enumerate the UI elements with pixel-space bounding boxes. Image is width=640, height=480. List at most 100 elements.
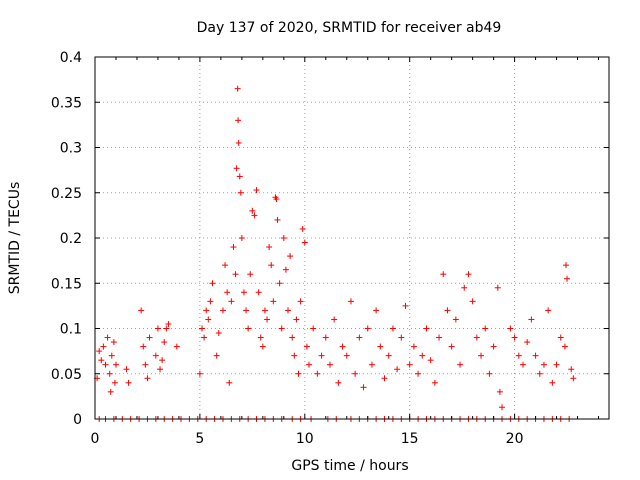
data-point <box>339 343 346 350</box>
data-point <box>276 280 283 287</box>
data-point <box>232 271 239 278</box>
data-point <box>236 173 243 180</box>
data-point <box>165 320 172 327</box>
data-point <box>123 366 130 373</box>
chart-title: Day 137 of 2020, SRMTID for receiver ab4… <box>197 20 502 36</box>
x-tick-label: 5 <box>195 431 204 447</box>
data-point <box>373 307 380 314</box>
data-point <box>482 325 489 332</box>
data-point <box>247 271 254 278</box>
data-point <box>111 379 118 386</box>
y-axis-label: SRMTID / TECUs <box>7 182 23 295</box>
data-point <box>410 343 417 350</box>
data-point <box>490 343 497 350</box>
x-tick-label: 20 <box>506 431 524 447</box>
x-tick-label: 10 <box>296 431 314 447</box>
data-point <box>347 298 354 305</box>
data-point <box>457 361 464 368</box>
data-point <box>274 216 281 223</box>
data-point <box>553 361 560 368</box>
data-point <box>163 325 170 332</box>
x-tick-label: 15 <box>401 431 419 447</box>
data-point <box>431 379 438 386</box>
data-point <box>245 325 252 332</box>
data-point <box>278 325 285 332</box>
data-point <box>461 284 468 291</box>
data-point <box>270 298 277 305</box>
data-point <box>301 239 308 246</box>
data-point <box>112 361 119 368</box>
data-point <box>331 316 338 323</box>
data-point <box>289 334 296 341</box>
data-point <box>287 253 294 260</box>
data-point <box>305 361 312 368</box>
data-point <box>473 334 480 341</box>
data-point <box>261 307 268 314</box>
data-point <box>368 361 375 368</box>
data-point <box>257 334 264 341</box>
data-point <box>282 266 289 273</box>
data-point <box>415 370 422 377</box>
data-point <box>448 343 455 350</box>
data-point <box>519 361 526 368</box>
data-point <box>398 334 405 341</box>
data-point <box>273 196 280 203</box>
data-point <box>515 352 522 359</box>
data-point <box>549 379 556 386</box>
data-point <box>295 370 302 377</box>
data-point <box>110 339 117 346</box>
data-point <box>381 375 388 382</box>
data-point <box>213 352 220 359</box>
data-point <box>377 343 384 350</box>
data-point <box>224 289 231 296</box>
data-point <box>230 244 237 251</box>
data-point <box>293 316 300 323</box>
data-point <box>436 334 443 341</box>
data-point <box>215 330 222 337</box>
data-point <box>511 334 518 341</box>
data-point <box>198 325 205 332</box>
data-point <box>249 207 256 214</box>
data-point <box>235 117 242 124</box>
data-point <box>564 275 571 282</box>
data-point <box>423 325 430 332</box>
data-point <box>496 388 503 395</box>
y-tick-label: 0.35 <box>51 95 82 111</box>
data-point <box>499 404 506 411</box>
data-point <box>335 379 342 386</box>
y-tick-label: 0 <box>73 412 82 428</box>
data-point <box>144 375 151 382</box>
data-point <box>234 85 241 92</box>
data-point <box>209 280 216 287</box>
data-point <box>452 316 459 323</box>
axis-ticks: 0 5 10 15 20 0 0.05 0.1 0.15 0.2 0.25 0.3 0.35 0.4 <box>51 50 609 447</box>
data-point <box>364 325 371 332</box>
data-point <box>524 339 531 346</box>
data-point <box>297 298 304 305</box>
data-point <box>419 352 426 359</box>
data-point <box>203 307 210 314</box>
data-point <box>107 388 114 395</box>
data-point <box>251 212 258 219</box>
data-point <box>545 307 552 314</box>
series-0 <box>94 85 577 411</box>
data-point <box>205 316 212 323</box>
data-point <box>528 316 535 323</box>
data-point <box>406 361 413 368</box>
data-point <box>536 370 543 377</box>
data-point <box>108 352 115 359</box>
data-point <box>222 262 229 269</box>
data-point <box>233 165 240 172</box>
data-point <box>507 325 514 332</box>
gridlines <box>95 57 609 419</box>
data-point <box>280 235 287 241</box>
data-point <box>465 271 472 278</box>
data-point <box>343 352 350 359</box>
data-point <box>314 370 321 377</box>
data-point <box>303 343 310 350</box>
data-point <box>154 325 161 332</box>
data-point <box>235 139 242 146</box>
data-point <box>326 361 333 368</box>
data-point <box>146 334 153 341</box>
